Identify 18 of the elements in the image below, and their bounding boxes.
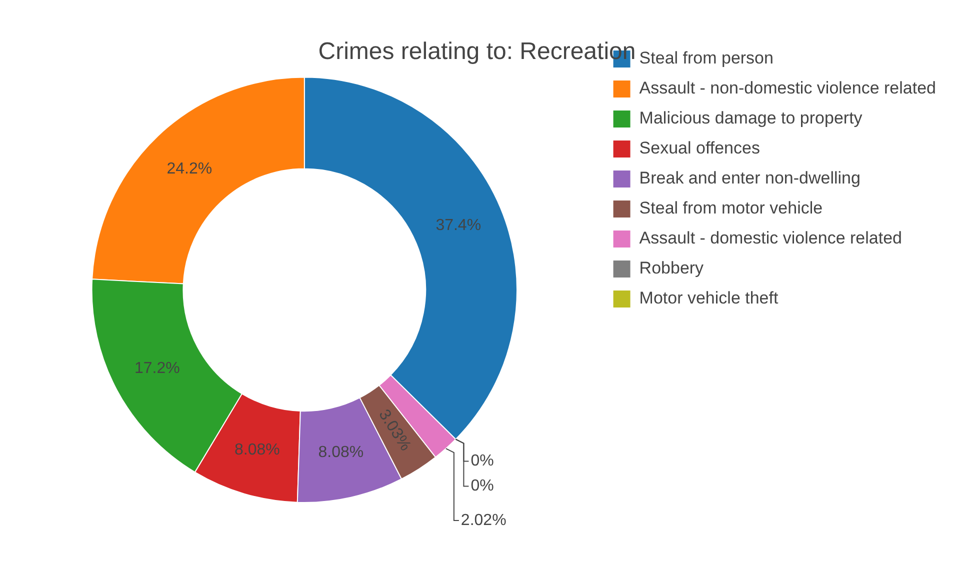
legend-label: Break and enter non-dwelling: [639, 168, 860, 188]
legend-label: Steal from motor vehicle: [639, 198, 823, 218]
legend-label: Assault - non-domestic violence related: [639, 78, 936, 98]
data-label: 2.02%: [460, 512, 506, 529]
data-label: 17.2%: [134, 360, 180, 377]
legend-label: Sexual offences: [639, 138, 760, 158]
legend-label: Assault - domestic violence related: [639, 228, 902, 248]
legend-label: Robbery: [639, 258, 704, 278]
data-label: 8.08%: [318, 444, 364, 462]
legend-label: Motor vehicle theft: [639, 288, 778, 308]
data-label: 8.08%: [234, 441, 280, 458]
data-label: 37.4%: [436, 216, 482, 234]
data-label: 24.2%: [166, 160, 212, 178]
legend-label: Steal from person: [639, 48, 774, 68]
chart-title: Crimes relating to: Recreation: [318, 38, 636, 66]
text: 0%: [470, 478, 494, 495]
legend-label: Malicious damage to property: [639, 108, 863, 128]
text: 0%: [470, 452, 494, 470]
